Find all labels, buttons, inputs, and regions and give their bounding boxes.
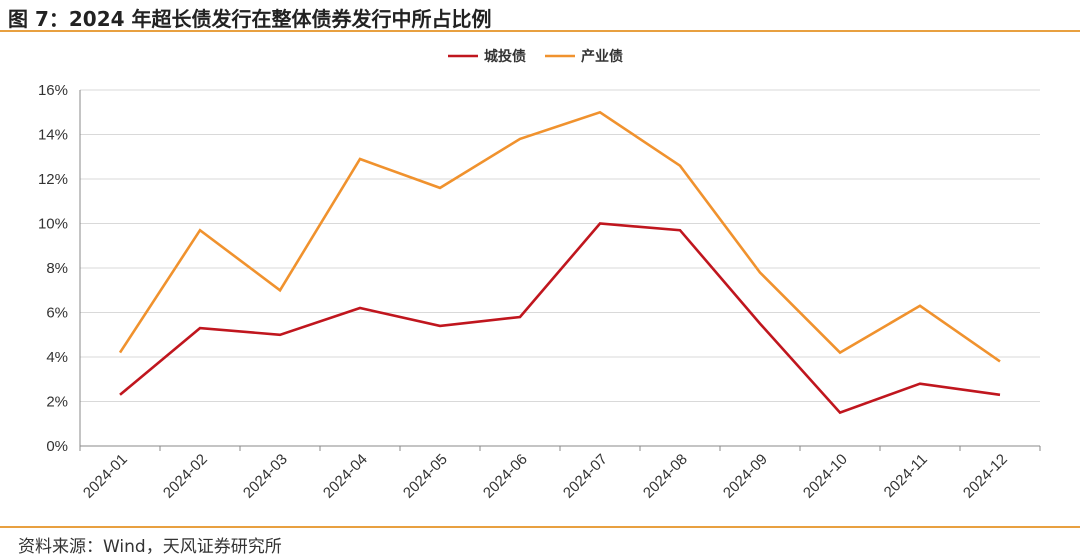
x-tick-label: 2024-04: [320, 451, 371, 502]
x-axis: 2024-01 2024-02 2024-03 2024-04 2024-05 2024-…: [79, 445, 1041, 502]
x-tick-label: 2024-01: [80, 451, 131, 502]
y-tick-label: 10%: [38, 216, 68, 233]
x-tick-label: 2024-12: [960, 451, 1011, 502]
y-tick-label: 12%: [38, 171, 68, 188]
y-tick-label: 4%: [46, 349, 68, 366]
x-tick-label: 2024-05: [400, 451, 451, 502]
x-tick-label: 2024-08: [640, 451, 691, 502]
legend-label: 城投债: [484, 48, 526, 65]
grid-lines: [80, 89, 1040, 402]
series-line-0: [119, 222, 1001, 415]
y-tick-label: 14%: [38, 127, 68, 144]
x-tick-label: 2024-10: [800, 451, 851, 502]
x-tick-label: 2024-11: [881, 451, 931, 501]
y-tick-label: 8%: [46, 260, 68, 277]
source-rule: [0, 526, 1080, 528]
series-line-1: [118, 110, 1001, 363]
source-note: 资料来源：Wind，天风证券研究所: [18, 537, 282, 557]
legend-label: 产业债: [581, 48, 623, 65]
y-axis: 0% 2% 4% 6% 8% 10% 12% 14% 16%: [38, 82, 81, 455]
figure-title: 图 7：2024 年超长债发行在整体债券发行中所占比例: [8, 7, 492, 31]
series-lines: [118, 110, 1001, 415]
y-tick-label: 2%: [46, 394, 68, 411]
y-tick-label: 0%: [46, 438, 68, 455]
y-tick-label: 16%: [38, 82, 68, 99]
y-tick-label: 6%: [46, 305, 68, 322]
x-tick-label: 2024-02: [160, 451, 211, 502]
x-tick-label: 2024-07: [560, 451, 611, 502]
legend: 城投债 产业债: [448, 48, 623, 65]
x-tick-label: 2024-09: [720, 451, 771, 502]
x-tick-label: 2024-03: [240, 451, 291, 502]
title-rule: [0, 30, 1080, 32]
line-chart: 0%2%4%6%8%10%12%14%16% 2024-01 2024-02 202…: [38, 48, 1041, 502]
x-tick-label: 2024-06: [480, 451, 531, 502]
